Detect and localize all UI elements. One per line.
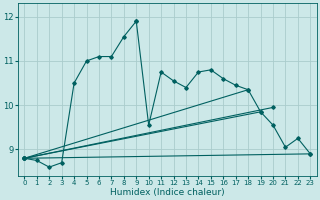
X-axis label: Humidex (Indice chaleur): Humidex (Indice chaleur) [110, 188, 225, 197]
